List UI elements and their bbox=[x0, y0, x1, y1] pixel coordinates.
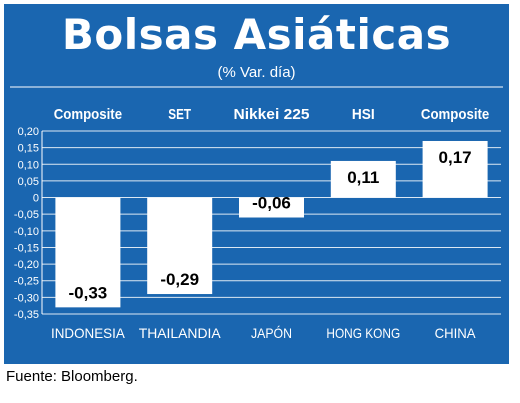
x-category-label: JAPÓN bbox=[251, 325, 292, 341]
bar bbox=[55, 197, 121, 308]
bar bbox=[147, 197, 213, 295]
y-tick-label: -0,10 bbox=[14, 226, 39, 238]
y-tick-label: -0,25 bbox=[14, 276, 39, 288]
index-label: HSI bbox=[352, 106, 375, 123]
y-tick-label: 0,10 bbox=[18, 159, 39, 171]
index-label: Composite bbox=[54, 106, 122, 123]
bar-value-label: -0,06 bbox=[252, 194, 291, 213]
bar-value-label: -0,33 bbox=[69, 283, 108, 302]
bar bbox=[330, 160, 396, 198]
chart-panel: Bolsas Asiáticas (% Var. día) 0,20 0,15 0,… bbox=[4, 4, 509, 364]
bar-value-label: 0,17 bbox=[439, 148, 472, 167]
bar-chart: 0,20 0,15 0,10 0,05 0 -0,05 -0,10 -0,15 -0,20 -0,… bbox=[10, 86, 503, 341]
bar bbox=[422, 140, 488, 198]
y-tick-label: -0,30 bbox=[14, 292, 39, 304]
bar-value-label: 0,11 bbox=[347, 168, 379, 187]
x-category-label: CHINA bbox=[435, 325, 477, 341]
source-note: Fuente: Bloomberg. bbox=[6, 368, 138, 385]
index-label: Nikkei 225 bbox=[234, 106, 310, 123]
x-category-label: INDONESIA bbox=[51, 325, 125, 341]
y-tick-label: -0,20 bbox=[14, 259, 39, 271]
chart-subtitle: (% Var. día) bbox=[217, 64, 296, 81]
bar-value-label: -0,29 bbox=[160, 270, 199, 289]
index-label: SET bbox=[168, 106, 191, 123]
y-tick-label: -0,15 bbox=[14, 242, 39, 254]
y-tick-label: -0,35 bbox=[14, 309, 39, 321]
x-category-label: THAILANDIA bbox=[139, 325, 222, 341]
x-category-label: HONG KONG bbox=[326, 325, 400, 341]
y-tick-label: 0 bbox=[33, 193, 39, 205]
y-tick-label: 0,20 bbox=[18, 126, 39, 138]
chart-title: Bolsas Asiáticas bbox=[61, 10, 452, 59]
y-tick-label: -0,05 bbox=[14, 209, 39, 221]
index-label: Composite bbox=[421, 106, 489, 123]
bar bbox=[239, 197, 304, 218]
y-tick-label: 0,05 bbox=[18, 176, 39, 188]
y-tick-label: 0,15 bbox=[18, 143, 39, 155]
